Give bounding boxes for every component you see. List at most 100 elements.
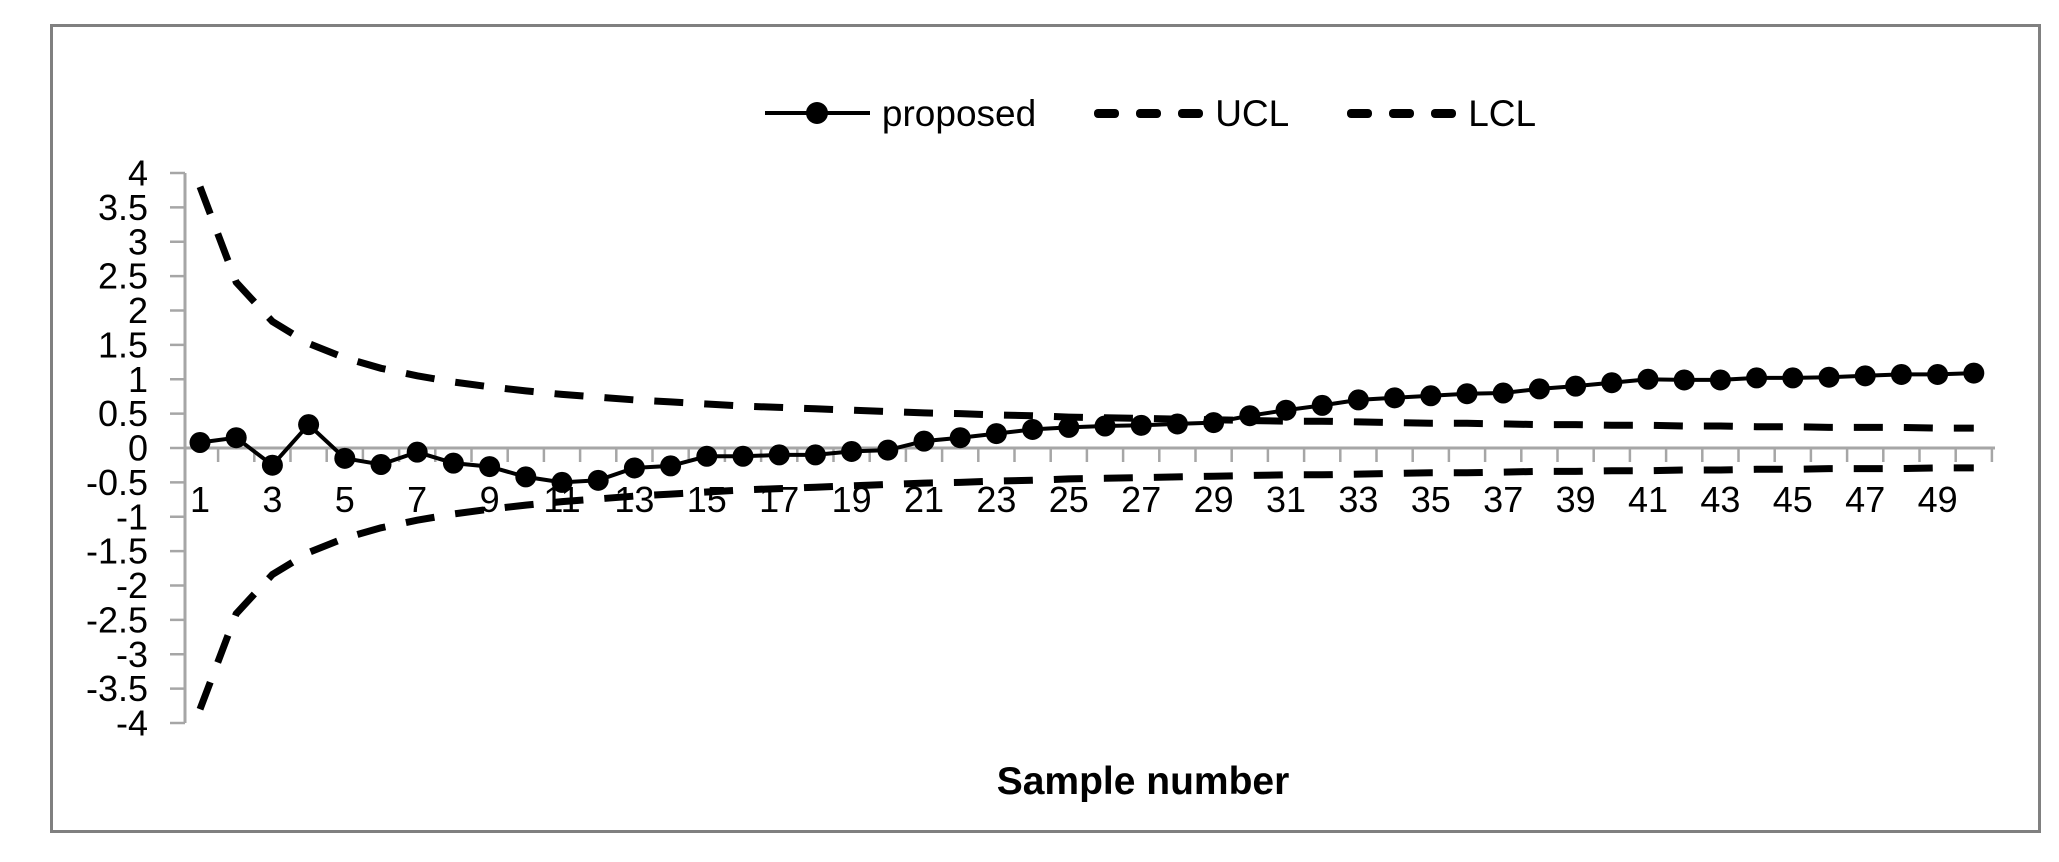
x-tick-labels: 1 3 5 7 9 11 13 15 17 19 21 23 25 27 29 31 33 35 37 39 41 43 4… bbox=[190, 479, 1958, 520]
data-point-marker bbox=[841, 440, 863, 462]
y-tick-label: 1.5 bbox=[98, 324, 148, 365]
data-point-marker bbox=[985, 423, 1007, 445]
data-point-marker bbox=[1311, 394, 1333, 416]
data-point-marker bbox=[479, 456, 501, 478]
y-tick-label: 1 bbox=[128, 359, 148, 400]
dashed-line-marker-icon bbox=[1347, 108, 1457, 118]
data-point-marker bbox=[1818, 366, 1840, 388]
data-point-marker bbox=[515, 466, 537, 488]
y-tick-label: -2.5 bbox=[86, 599, 148, 640]
legend-item-ucl: UCL bbox=[1094, 95, 1289, 132]
data-point-marker bbox=[1058, 416, 1080, 438]
data-point-marker bbox=[1022, 418, 1044, 440]
y-tick-label: 0.5 bbox=[98, 393, 148, 434]
data-point-marker bbox=[660, 455, 682, 477]
data-point-marker bbox=[1203, 412, 1225, 434]
data-point-marker bbox=[1456, 383, 1478, 405]
x-tick-label: 5 bbox=[335, 479, 355, 520]
series-lcl bbox=[196, 464, 1974, 711]
dashed-line-marker-icon bbox=[1094, 108, 1204, 118]
x-tick-label: 41 bbox=[1628, 479, 1668, 520]
data-point-marker bbox=[768, 444, 790, 466]
data-point-marker bbox=[334, 447, 356, 469]
y-tick-label: -3 bbox=[116, 634, 148, 675]
x-tick-label: 31 bbox=[1266, 479, 1306, 520]
x-tick-label: 37 bbox=[1483, 479, 1523, 520]
legend-label-lcl: LCL bbox=[1468, 92, 1537, 134]
x-axis-title: Sample number bbox=[996, 760, 1290, 803]
x-tick-label: 33 bbox=[1338, 479, 1378, 520]
data-point-marker bbox=[1275, 399, 1297, 421]
data-point-marker bbox=[1420, 385, 1442, 407]
x-tick-label: 25 bbox=[1049, 479, 1089, 520]
data-point-marker bbox=[587, 469, 609, 491]
x-tick-label: 45 bbox=[1773, 479, 1813, 520]
data-point-marker bbox=[1239, 405, 1261, 427]
x-tick-label: 9 bbox=[480, 479, 500, 520]
data-point-marker bbox=[189, 432, 211, 453]
y-tick-label: 2 bbox=[128, 290, 148, 331]
data-point-marker bbox=[406, 441, 428, 463]
legend-item-lcl: LCL bbox=[1347, 95, 1536, 132]
data-point-marker bbox=[732, 445, 754, 467]
x-tick-label: 15 bbox=[687, 479, 727, 520]
x-tick-label: 3 bbox=[262, 479, 282, 520]
data-point-marker bbox=[225, 427, 247, 449]
data-point-marker bbox=[1384, 387, 1406, 409]
legend-circle-marker-icon bbox=[806, 102, 829, 124]
data-point-marker bbox=[298, 414, 320, 436]
y-tick-labels: 43.532.521.510.50-0.5-1-1.5-2-2.5-3-3.5-… bbox=[86, 153, 148, 744]
x-tick-label: 27 bbox=[1121, 479, 1161, 520]
y-tick-label: -1.5 bbox=[86, 531, 148, 572]
y-tick-label: -2 bbox=[116, 565, 148, 606]
dash-icon bbox=[1094, 108, 1120, 118]
dash-icon bbox=[1178, 108, 1204, 118]
legend: proposed UCL LCL bbox=[263, 87, 2038, 139]
x-tick-label: 47 bbox=[1845, 479, 1885, 520]
legend-label-proposed: proposed bbox=[881, 92, 1037, 134]
x-tick-label: 23 bbox=[976, 479, 1016, 520]
x-tick-label: 7 bbox=[407, 479, 427, 520]
data-point-marker bbox=[1492, 382, 1514, 404]
x-tick-label: 49 bbox=[1918, 479, 1958, 520]
dash-icon bbox=[1347, 108, 1373, 118]
x-tick-label: 1 bbox=[190, 479, 210, 520]
data-point-marker bbox=[442, 452, 464, 474]
line-with-dot-marker-icon bbox=[764, 102, 870, 124]
data-point-marker bbox=[1927, 363, 1949, 385]
data-point-marker bbox=[1854, 365, 1876, 387]
data-point-marker bbox=[1166, 413, 1188, 435]
series-ucl-line bbox=[196, 185, 1974, 432]
dash-icon bbox=[1431, 108, 1457, 118]
data-point-marker bbox=[551, 471, 573, 493]
series-lcl-line bbox=[196, 464, 1974, 711]
y-tick-label: -4 bbox=[116, 703, 148, 744]
y-tick-label: 2.5 bbox=[98, 256, 148, 297]
data-point-marker bbox=[1709, 369, 1731, 391]
data-point-marker bbox=[1347, 389, 1369, 411]
data-point-marker bbox=[804, 444, 826, 466]
series-proposed bbox=[189, 362, 1985, 493]
data-point-marker bbox=[1094, 415, 1116, 437]
data-point-marker bbox=[1130, 414, 1152, 436]
x-tick-label: 35 bbox=[1411, 479, 1451, 520]
data-point-marker bbox=[261, 454, 283, 476]
data-point-marker bbox=[370, 454, 392, 475]
data-point-marker bbox=[949, 427, 971, 449]
data-point-marker bbox=[1782, 367, 1804, 389]
data-point-marker bbox=[1601, 372, 1623, 394]
legend-label-ucl: UCL bbox=[1215, 92, 1290, 134]
data-point-marker bbox=[1673, 369, 1695, 391]
y-tick-label: 4 bbox=[128, 153, 148, 194]
data-point-marker bbox=[1528, 378, 1550, 400]
series-ucl bbox=[196, 185, 1974, 432]
data-point-marker bbox=[1637, 368, 1659, 390]
data-point-marker bbox=[1746, 367, 1768, 389]
data-point-marker bbox=[696, 445, 718, 467]
legend-item-proposed: proposed bbox=[764, 92, 1037, 134]
data-point-marker bbox=[1963, 362, 1985, 384]
y-tick-label: -1 bbox=[116, 496, 148, 537]
axes bbox=[170, 171, 1995, 725]
